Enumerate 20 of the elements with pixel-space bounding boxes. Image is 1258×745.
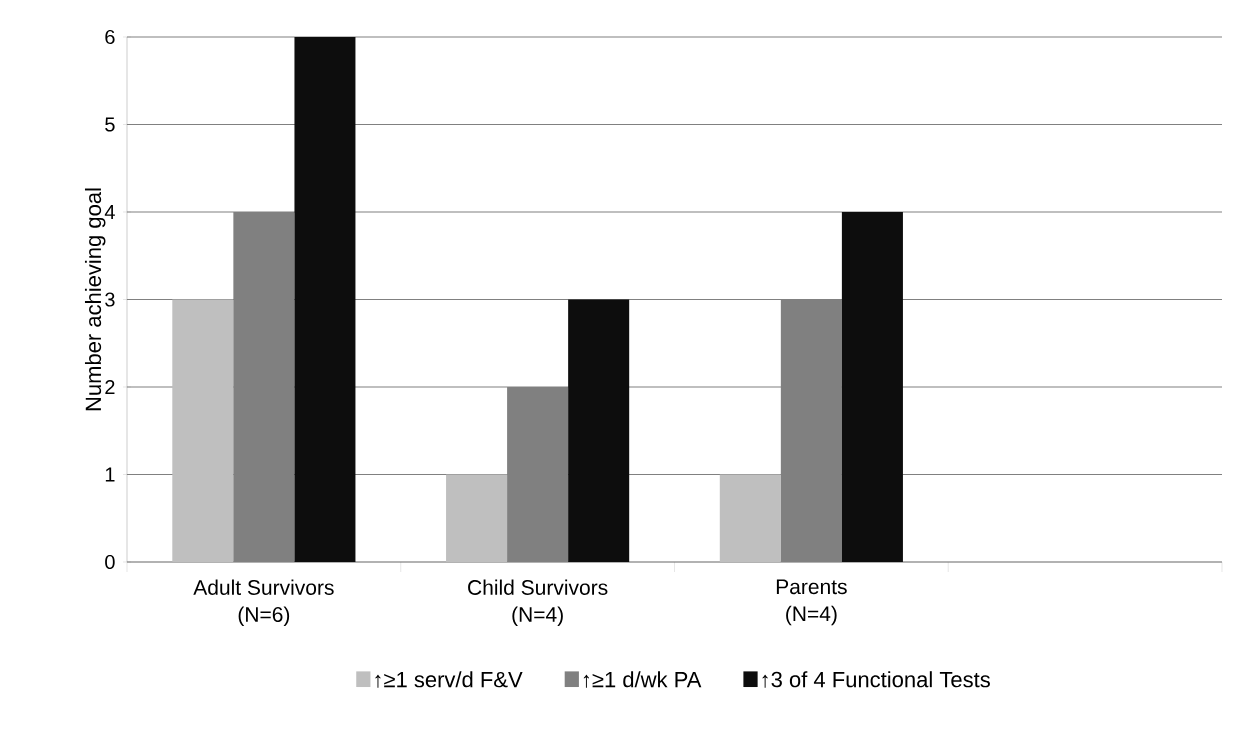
- bar: [446, 474, 508, 562]
- y-tick-label: 2: [105, 380, 115, 394]
- legend-label: ↑3 of 4 Functional Tests: [762, 671, 990, 688]
- legend-label: ↑≥1 d/wk PA: [583, 671, 702, 688]
- y-tick-label: 1: [105, 467, 115, 482]
- y-tick-label: 6: [105, 29, 115, 45]
- x-tick-label: Adult Survivors (N=6): [193, 579, 334, 627]
- x-tick-label: Parents (N=4): [776, 579, 847, 626]
- y-tick-label: 4: [104, 205, 115, 219]
- legend-label: ↑≥1 serv/d F&V: [375, 671, 523, 688]
- bar: [841, 212, 903, 562]
- bar: [719, 474, 781, 562]
- bar: [172, 299, 234, 562]
- y-tick-label: 3: [105, 292, 115, 307]
- x-tick-label: Child Survivors (N=4): [468, 579, 608, 627]
- y-axis-title: Number achieving goal: [84, 188, 106, 411]
- bar: [294, 37, 356, 562]
- bar: [568, 299, 630, 562]
- y-tick-label: 5: [105, 117, 115, 132]
- y-tick-label: 0: [105, 554, 115, 570]
